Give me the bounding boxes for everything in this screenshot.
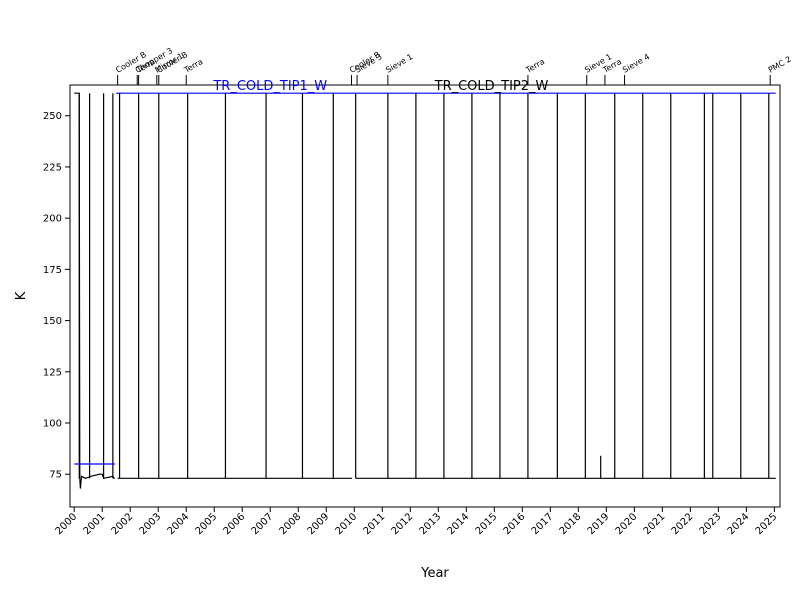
x-tick-label: 2018 [558, 511, 584, 537]
plot-marks [74, 92, 776, 489]
x-tick-label: 2013 [418, 511, 444, 537]
x-tick-label: 2020 [614, 511, 640, 537]
x-tick-label: 2002 [110, 511, 136, 537]
x-tick-label: 2006 [222, 511, 248, 537]
x-tick-label: 2025 [754, 511, 780, 537]
x-tick-label: 2011 [362, 511, 388, 537]
y-tick-label: 75 [49, 470, 62, 481]
y-tick-label: 250 [43, 111, 62, 122]
x-tick-label: 2001 [82, 511, 108, 537]
series-label-tr-cold-tip1-w: TR_COLD_TIP1_W [212, 79, 327, 94]
x-tick-label: 2024 [726, 511, 752, 537]
x-tick-label: 2008 [278, 511, 304, 537]
x-tick-label: 2015 [474, 511, 500, 537]
series-label-tr-cold-tip2-w: TR_COLD_TIP2_W [434, 79, 549, 94]
y-tick-label: 125 [43, 367, 62, 378]
x-tick-label: 2014 [446, 511, 472, 537]
x-tick-label: 2007 [250, 511, 276, 537]
x-tick-label: 2003 [138, 511, 164, 537]
event-marker-label: Sieve 4 [621, 52, 651, 75]
event-marker-label: Terra [524, 57, 547, 75]
x-tick-label: 2009 [306, 511, 332, 537]
x-tick-label: 2021 [642, 511, 668, 537]
event-marker-label: Sieve 1 [384, 52, 414, 75]
x-tick-label: 2005 [194, 511, 220, 537]
y-tick-label: 100 [43, 419, 62, 430]
y-tick-label: 175 [43, 265, 62, 276]
y-tick-label: 150 [43, 316, 62, 327]
x-tick-label: 2000 [54, 511, 80, 537]
x-tick-label: 2004 [166, 511, 192, 537]
series-tr-cold-tip2-w-line [74, 92, 115, 489]
x-tick-label: 2012 [390, 511, 416, 537]
x-tick-label: 2016 [502, 511, 528, 537]
y-tick-label: 200 [43, 214, 62, 225]
plot-frame [69, 84, 781, 508]
x-tick-label: 2019 [586, 511, 612, 537]
x-tick-label: 2017 [530, 511, 556, 537]
x-tick-label: 2023 [698, 511, 724, 537]
x-tick-label: 2022 [670, 511, 696, 537]
x-axis-label: Year [420, 566, 449, 581]
event-marker-label: PMC 2 [767, 54, 793, 74]
y-tick-label: 225 [43, 162, 62, 173]
x-tick-label: 2010 [334, 511, 360, 537]
y-axis-label: K [14, 291, 29, 300]
